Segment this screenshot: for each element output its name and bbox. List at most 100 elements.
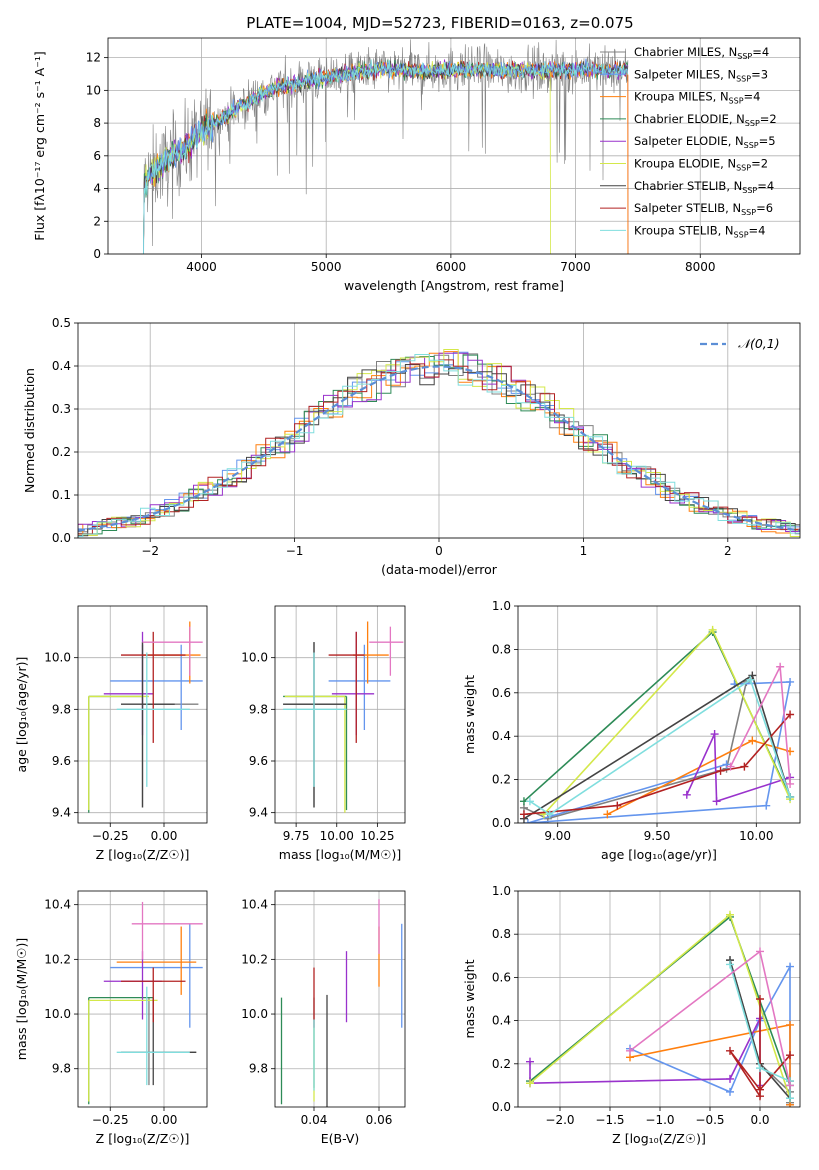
weight-marker: [762, 801, 771, 810]
x-tick-label: −0.5: [695, 1113, 724, 1127]
weight-marker: [786, 1094, 794, 1103]
plot-area-weight_vs_Z: [526, 910, 794, 1107]
x-tick-label: 7000: [560, 260, 591, 274]
y-tick-label: 9.6: [52, 754, 71, 768]
x-tick-label: 0.00: [151, 829, 178, 843]
weight-marker: [786, 710, 795, 719]
weight-marker: [523, 819, 532, 823]
plot-area-residuals: [78, 349, 800, 537]
legend-label: Kroupa STELIB, NSSP=4: [634, 223, 765, 239]
spectrum-line: [141, 59, 629, 254]
y-tick-label: 10.4: [241, 898, 268, 912]
weight-marker: [748, 671, 757, 680]
plot-area-age_vs_mass: [283, 621, 404, 813]
y-tick-label: 0.2: [52, 445, 71, 459]
legend-label: Chabrier MILES, NSSP=4: [634, 45, 769, 61]
y-tick-label: 9.8: [52, 702, 71, 716]
spectrum-line: [141, 59, 629, 254]
y-tick-label: 0.0: [52, 531, 71, 545]
x-tick-label: 2: [724, 544, 732, 558]
weight-marker: [748, 736, 757, 745]
weight-line: [529, 678, 791, 816]
weight-marker: [526, 1057, 534, 1066]
legend-label: Kroupa ELODIE, NSSP=2: [634, 157, 768, 173]
legend-normal-label: 𝒩(0,1): [738, 336, 780, 351]
weight-marker: [756, 1085, 764, 1094]
y-tick-label: 10.0: [241, 1007, 268, 1021]
spectrum-line: [141, 60, 629, 254]
panel-age_vs_mass: 9.75 10.00 10.25 9.4 9.6 9.8 10.0 mass [log₁₀(M…: [241, 605, 406, 862]
x-tick-label: 0.00: [151, 1113, 178, 1127]
y-tick-label: 9.4: [249, 806, 268, 820]
y-tick-label: 9.4: [52, 806, 71, 820]
histogram-step: [78, 359, 800, 535]
x-tick-label: 5000: [311, 260, 342, 274]
x-axis-label: age [log₁₀(age/yr)]: [601, 847, 717, 862]
y-tick-label: 10.0: [241, 651, 268, 665]
weight-marker: [726, 910, 734, 919]
y-tick-label: 10.0: [44, 1007, 71, 1021]
y-tick-label: 6: [93, 149, 101, 163]
weight-marker: [726, 1046, 734, 1055]
axes-frame: [274, 605, 406, 824]
weight-marker: [626, 1046, 634, 1055]
y-tick-label: 8: [93, 116, 101, 130]
y-tick-label: 0.5: [52, 316, 71, 330]
x-tick-label: −1: [286, 544, 304, 558]
y-tick-label: 10: [86, 83, 101, 97]
weight-marker: [786, 779, 795, 788]
x-axis-label: Z [log₁₀(Z/Z☉)]: [612, 1131, 706, 1146]
y-tick-label: 0.4: [492, 729, 511, 743]
weight-marker: [756, 1064, 764, 1073]
y-tick-label: 1.0: [492, 599, 511, 613]
panel-residuals: −2 −1 0 1 2 0.0 0.1 0.2 0.3 0.4 0.5 (data-model)/er…: [22, 316, 801, 577]
y-axis-label: mass [log₁₀(M/M☉)]: [14, 938, 29, 1060]
x-axis-label: Z [log₁₀(Z/Z☉)]: [96, 1131, 190, 1146]
x-tick-label: 6000: [436, 260, 467, 274]
weight-marker: [526, 1079, 534, 1088]
weight-marker: [756, 995, 764, 1003]
weight-marker: [710, 730, 719, 739]
weight-marker: [525, 797, 534, 806]
weight-marker: [726, 1087, 734, 1096]
weight-marker: [716, 766, 725, 775]
x-tick-label: −1.5: [595, 1113, 624, 1127]
axes-frame: [517, 605, 801, 824]
y-tick-label: 0.1: [52, 488, 71, 502]
legend-label: Chabrier ELODIE, NSSP=2: [634, 112, 777, 128]
y-tick-label: 9.8: [249, 702, 268, 716]
weight-marker: [786, 1081, 794, 1090]
y-tick-label: 0.8: [492, 927, 511, 941]
weight-marker: [708, 625, 717, 634]
y-axis-label: Flux [fλ10⁻¹⁷ erg cm⁻² s⁻¹ A⁻¹]: [32, 51, 47, 240]
y-tick-label: 10.0: [44, 651, 71, 665]
x-tick-label: 9.75: [283, 829, 310, 843]
panel-age_vs_Z: −0.25 0.00 9.4 9.6 9.8 10.0 Z [log₁₀(Z/Z☉)] age…: [14, 605, 208, 862]
spectrum-line: [141, 60, 551, 254]
weight-marker: [756, 947, 764, 956]
axes-frame: [77, 605, 208, 824]
x-tick-label: 9.50: [644, 829, 671, 843]
y-tick-label: 0.8: [492, 642, 511, 656]
weight-line: [729, 964, 791, 1099]
axes-frame: [107, 37, 801, 255]
weight-marker: [712, 797, 721, 806]
x-axis-label: E(B-V): [321, 1131, 360, 1146]
y-axis-label: mass weight: [462, 675, 477, 754]
weight-marker: [603, 810, 612, 819]
x-tick-label: −1.0: [645, 1113, 674, 1127]
y-tick-label: 0.0: [492, 1100, 511, 1114]
x-tick-label: 0.0: [750, 1113, 769, 1127]
weight-marker: [726, 762, 735, 771]
x-tick-label: 10.00: [739, 829, 773, 843]
y-tick-label: 1.0: [492, 884, 511, 898]
weight-marker: [746, 675, 755, 684]
y-tick-label: 0.4: [492, 1014, 511, 1028]
axes-frame: [274, 890, 406, 1108]
spectrum-line: [141, 60, 629, 254]
x-tick-label: −0.25: [92, 829, 129, 843]
x-tick-label: 10.25: [360, 829, 394, 843]
plot-area-mass_vs_Z: [88, 901, 203, 1105]
spectrum-line: [141, 59, 629, 254]
